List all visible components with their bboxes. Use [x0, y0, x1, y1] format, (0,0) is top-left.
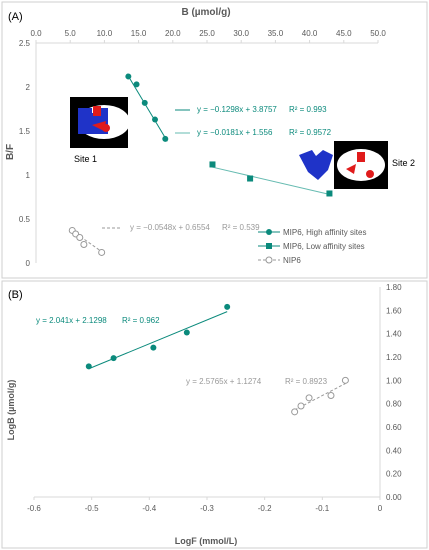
panel-a-x-tick-label: 5.0 — [65, 29, 77, 38]
panel-a-point — [162, 135, 169, 142]
panel-a-point — [98, 248, 106, 256]
legend-low: MIP6, Low affinity sites — [283, 242, 365, 251]
panel-a-x-tick-label: 10.0 — [97, 29, 113, 38]
panel-b-point — [150, 344, 157, 351]
panel-a-r2-low: R² = 0.9572 — [289, 128, 332, 137]
panel-b-point — [224, 303, 231, 310]
panel-a-x-tick-label: 45.0 — [336, 29, 352, 38]
panel-a-point — [125, 73, 132, 80]
panel-b: (B) LogF (mmol/L) LogB (µmol/g) -0.6 -0.5… — [6, 283, 402, 546]
panel-a-point — [247, 175, 254, 182]
panel-b-frame — [1, 280, 428, 549]
site2-schematic — [299, 141, 388, 189]
panel-a-point — [326, 190, 333, 197]
panel-b-y-tick-label: 1.40 — [386, 330, 402, 339]
panel-b-label: (B) — [8, 289, 23, 301]
panel-a-legend: MIP6, High affinity sites MIP6, Low affi… — [258, 228, 366, 265]
panel-b-y-tick-label: 0.80 — [386, 400, 402, 409]
panel-b-y-tick-label: 1.20 — [386, 353, 402, 362]
panel-a-eq-high: y = −0.1298x + 3.8757 — [197, 105, 277, 114]
panel-a-y-tick-label: 2 — [26, 83, 31, 92]
site1-label: Site 1 — [74, 154, 97, 164]
panel-b-y-axis-label: LogB (µmol/g) — [6, 380, 16, 441]
panel-b-y-tick-label: 0.60 — [386, 423, 402, 432]
panel-b-r2-nip: R² = 0.8923 — [285, 377, 328, 386]
panel-a-point — [152, 116, 159, 123]
panel-a-y-axis-label: B/F — [5, 144, 16, 160]
panel-a-y-tick-label: 2.5 — [19, 39, 31, 48]
panel-b-point — [291, 408, 299, 416]
panel-b-r2-mip: R² = 0.962 — [122, 316, 160, 325]
panel-b-x-tick-label: -0.1 — [315, 504, 329, 513]
panel-b-point — [297, 402, 305, 410]
panel-b-point — [85, 363, 92, 370]
panel-a-y-tick-label: 0 — [26, 259, 31, 268]
legend-nip: NIP6 — [283, 256, 301, 265]
site1-schematic — [70, 97, 130, 148]
panel-a-point — [76, 233, 84, 241]
legend-high: MIP6, High affinity sites — [283, 228, 366, 237]
panel-a-x-tick-label: 30.0 — [233, 29, 249, 38]
panel-a-x-tick-label: 0.0 — [30, 29, 42, 38]
panel-a-x-tick-label: 50.0 — [370, 29, 386, 38]
panel-a-x-tick-label: 20.0 — [165, 29, 181, 38]
panel-a-y-tick-label: 0.5 — [19, 215, 31, 224]
panel-a-r2-high: R² = 0.993 — [289, 105, 327, 114]
panel-a-x-tick-label: 40.0 — [302, 29, 318, 38]
panel-a-point — [141, 99, 148, 106]
panel-a-point — [209, 161, 216, 168]
site2-label: Site 2 — [392, 158, 415, 168]
panel-a-label: (A) — [8, 11, 23, 23]
panel-a-eq-nip: y = −0.0548x + 0.6554 — [130, 223, 210, 232]
panel-b-y-tick-label: 1.60 — [386, 306, 402, 315]
panel-b-y-tick-label: 1.80 — [386, 283, 402, 292]
panel-b-eq-mip: y = 2.041x + 2.1298 — [36, 316, 107, 325]
panel-a-x-tick-label: 35.0 — [268, 29, 284, 38]
panel-a-point — [133, 81, 140, 88]
panel-b-y-tick-label: 0.20 — [386, 470, 402, 479]
panel-a-y-tick-label: 1 — [26, 171, 31, 180]
panel-b-eq-nip: y = 2.5765x + 1.1274 — [186, 377, 262, 386]
panel-b-x-axis-label: LogF (mmol/L) — [175, 536, 238, 546]
panel-b-x-tick-label: -0.6 — [27, 504, 41, 513]
panel-b-x-tick-label: -0.3 — [200, 504, 214, 513]
panel-a: (A) B (µmol/g) B/F 0.0 5.0 10.0 15.0 20.0 25.… — [5, 7, 415, 268]
panel-b-x-tick-label: 0 — [378, 504, 383, 513]
panel-b-x-tick-label: -0.5 — [85, 504, 99, 513]
panel-b-point — [183, 329, 190, 336]
panel-b-point — [305, 394, 313, 402]
panel-a-y-tick-label: 1.5 — [19, 127, 31, 136]
panel-b-y-tick-label: 1.00 — [386, 376, 402, 385]
panel-b-point — [327, 392, 335, 399]
panel-b-x-tick-label: -0.2 — [258, 504, 272, 513]
panel-a-x-tick-label: 15.0 — [131, 29, 147, 38]
panel-b-point — [341, 376, 349, 384]
panel-a-point — [80, 241, 88, 249]
panel-b-y-tick-label: 0.00 — [386, 493, 402, 502]
panel-b-x-tick-label: -0.4 — [142, 504, 156, 513]
panel-b-y-tick-label: 0.40 — [386, 446, 402, 455]
panel-a-trendline — [210, 166, 332, 196]
panel-a-x-tick-label: 25.0 — [199, 29, 215, 38]
panel-b-trendline — [294, 383, 346, 411]
panel-a-x-axis-label: B (µmol/g) — [181, 7, 230, 18]
panel-a-eq-low: y = −0.0181x + 1.556 — [197, 128, 273, 137]
panel-b-point — [110, 355, 117, 362]
panel-a-r2-nip: R² = 0.539 — [222, 223, 260, 232]
